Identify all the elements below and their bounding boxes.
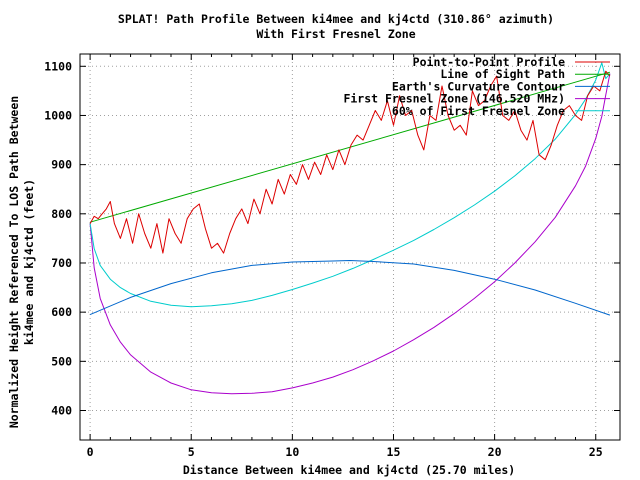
x-tick-label: 10	[285, 445, 299, 459]
y-tick-label: 600	[51, 305, 72, 319]
y-axis-label-line2: ki4mee and kj4ctd (feet)	[22, 179, 36, 345]
legend-label-profile: Point-to-Point Profile	[413, 55, 565, 69]
y-tick-label: 1000	[44, 108, 72, 122]
legend-label-earth: Earth's Curvature Contour	[392, 79, 565, 93]
y-tick-label: 1100	[44, 59, 72, 73]
series-line-earth	[89, 260, 611, 316]
plot-frame	[79, 53, 621, 441]
x-tick-label: 25	[589, 445, 603, 459]
x-tick-label: 20	[488, 445, 502, 459]
series-line-profile	[89, 70, 611, 254]
series-layer	[89, 62, 611, 395]
y-tick-label: 500	[51, 354, 72, 368]
y-tick-label: 700	[51, 256, 72, 270]
x-tick-label: 0	[87, 445, 94, 459]
legend-label-los: Line of Sight Path	[440, 67, 565, 81]
x-axis-label: Distance Between ki4mee and kj4ctd (25.7…	[183, 463, 515, 477]
series-line-fresnel	[89, 73, 611, 395]
grid-lines	[80, 54, 620, 440]
legend-label-fresnel60: 60% of First Fresnel Zone	[392, 104, 565, 118]
x-tick-label: 15	[387, 445, 401, 459]
y-tick-label: 400	[51, 403, 72, 417]
axis-ticks: 400 500 600 700 800 900 1000 1100 0 5 10 15 20 25	[44, 54, 620, 459]
legend-label-fresnel: First Fresnel Zone (146.520 MHz)	[343, 92, 565, 106]
y-axis-label-line1: Normalized Height Referenced To LOS Path…	[7, 96, 21, 428]
series-line-fresnel60	[89, 62, 611, 308]
y-tick-label: 900	[51, 158, 72, 172]
x-tick-label: 5	[188, 445, 195, 459]
chart-subtitle: With First Fresnel Zone	[256, 27, 415, 41]
chart-title: SPLAT! Path Profile Between ki4mee and k…	[118, 12, 554, 26]
y-tick-label: 800	[51, 207, 72, 221]
